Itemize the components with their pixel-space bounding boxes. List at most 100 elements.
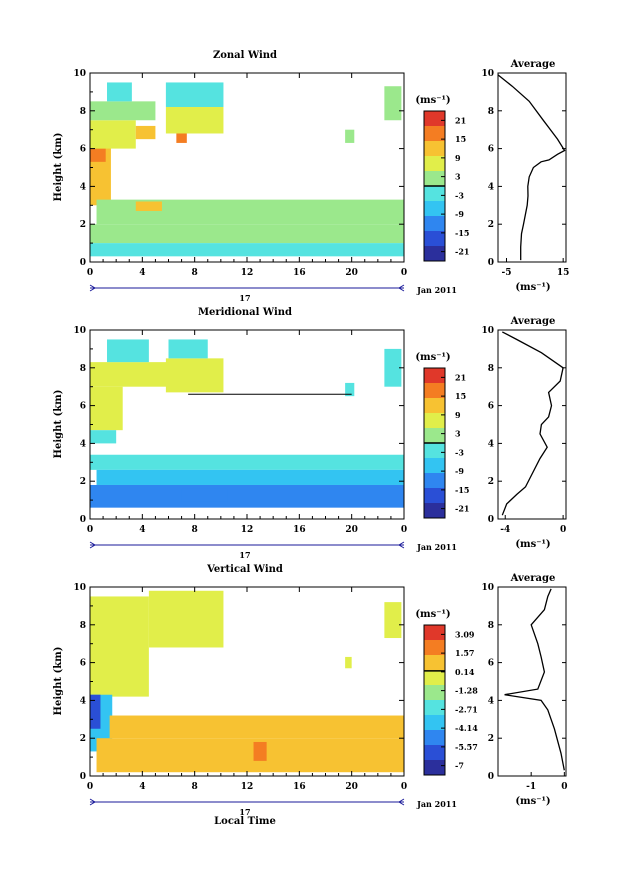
colorbar-segment (424, 715, 445, 731)
colorbar-tick-label: -15 (455, 228, 469, 238)
colorbar-tick-label: 21 (455, 372, 466, 382)
panel-title: Zonal Wind (213, 50, 277, 61)
x-tick-label: 20 (345, 268, 358, 278)
heatmap-layer (90, 339, 405, 508)
colorbar-segment (424, 171, 445, 187)
colorbar-segment (424, 760, 445, 776)
heatmap-cell (90, 386, 123, 431)
colorbar-tick-label: -3 (455, 190, 464, 200)
heatmap-layer (90, 590, 405, 773)
average-y-tick-label: 8 (488, 107, 494, 117)
panel-title: Meridional Wind (198, 307, 292, 318)
colorbar-tick-label: -9 (455, 466, 464, 476)
heatmap-cell (384, 348, 402, 387)
heatmap-cell (165, 358, 224, 393)
colorbar-tick-label: -21 (455, 247, 469, 257)
colorbar-segment (424, 745, 445, 761)
colorbar-segment (424, 655, 445, 671)
average-x-tick-label: -5 (502, 268, 512, 278)
heatmap-cell (165, 82, 224, 108)
colorbar-segment (424, 126, 445, 142)
colorbar-tick-label: 9 (455, 153, 461, 163)
x-tick-label: 0 (87, 782, 93, 792)
average-y-tick-label: 4 (488, 439, 494, 449)
average-x-tick-label: 15 (557, 268, 570, 278)
y-tick-label: 4 (80, 439, 86, 449)
colorbar-segment (424, 473, 445, 489)
colorbar-segment (424, 503, 445, 519)
y-axis-label: Height (km) (53, 133, 64, 202)
colorbar-segment (424, 730, 445, 746)
average-y-tick-label: 4 (488, 696, 494, 706)
heatmap-cell (176, 133, 187, 143)
x-tick-label: 8 (192, 782, 198, 792)
colorbar-segment (424, 156, 445, 172)
heatmap-cell (384, 86, 402, 121)
heatmap-cell (90, 243, 404, 257)
y-tick-label: 6 (80, 659, 86, 669)
average-title: Average (510, 573, 556, 584)
y-tick-label: 6 (80, 402, 86, 412)
heatmap-cell (90, 430, 117, 444)
heatmap-cell (96, 738, 405, 773)
colorbar-tick-label: -7 (455, 761, 464, 771)
colorbar-segment (424, 201, 445, 217)
colorbar-segment (424, 216, 445, 232)
colorbar-tick-label: -15 (455, 485, 469, 495)
date-label: Jan 2011 (416, 542, 457, 552)
average-frame (497, 72, 567, 263)
day-bar-right-cap (398, 798, 405, 806)
colorbar-tick-label: -5.57 (455, 742, 478, 752)
y-tick-label: 10 (73, 69, 86, 79)
average-y-tick-label: 2 (488, 220, 494, 230)
heatmap-cell (90, 484, 404, 508)
heatmap-cell (135, 201, 162, 211)
average-y-tick-label: 8 (488, 364, 494, 374)
heatmap-cell (96, 469, 405, 485)
average-title: Average (510, 316, 556, 327)
x-tick-label: 0 (401, 525, 407, 535)
colorbar-unit: (ms⁻¹) (415, 609, 450, 620)
day-label: 17 (239, 550, 250, 560)
heatmap-cell (107, 339, 149, 363)
colorbar-segment (424, 398, 445, 414)
y-tick-label: 4 (80, 182, 86, 192)
colorbar-tick-label: 15 (455, 134, 466, 144)
zonal-wind-panel: Zonal Wind Height (km) (ms⁻¹) Average (m… (53, 50, 569, 303)
average-x-tick-label: -4 (500, 525, 510, 535)
colorbar-tick-label: -21 (455, 504, 469, 514)
panel-title: Vertical Wind (206, 564, 283, 575)
average-y-tick-label: 8 (488, 621, 494, 631)
heatmap-cell (345, 129, 355, 143)
colorbar-tick-label: 0.14 (455, 667, 475, 677)
colorbar-tick-label: 9 (455, 410, 461, 420)
heatmap-cell (148, 590, 224, 648)
colorbar-segment (424, 383, 445, 399)
colorbar-segment (424, 640, 445, 656)
average-y-tick-label: 0 (488, 258, 494, 268)
average-x-tick-label: -1 (526, 782, 536, 792)
colorbar-segment (424, 141, 445, 157)
colorbar-frame (423, 624, 446, 776)
day-bar-right-cap (398, 541, 405, 549)
y-axis-label: Height (km) (53, 390, 64, 459)
heatmap-cell (384, 602, 402, 639)
x-axis-label: Local Time (214, 816, 276, 827)
average-y-tick-label: 2 (488, 734, 494, 744)
average-y-tick-label: 10 (481, 326, 494, 336)
colorbar-unit: (ms⁻¹) (415, 352, 450, 363)
colorbar-segment (424, 246, 445, 262)
heatmap-cell (168, 339, 208, 359)
x-tick-label: 12 (241, 525, 254, 535)
heatmap-cell (90, 694, 101, 729)
y-tick-label: 2 (80, 220, 86, 230)
heatmap-cell (181, 488, 228, 502)
y-axis-label: Height (km) (53, 647, 64, 716)
colorbar-tick-label: -9 (455, 209, 464, 219)
y-tick-label: 8 (80, 364, 86, 374)
y-tick-label: 2 (80, 477, 86, 487)
colorbar-segment (424, 488, 445, 504)
x-tick-label: 12 (241, 782, 254, 792)
colorbar-segment (424, 111, 445, 127)
x-tick-label: 20 (345, 782, 358, 792)
